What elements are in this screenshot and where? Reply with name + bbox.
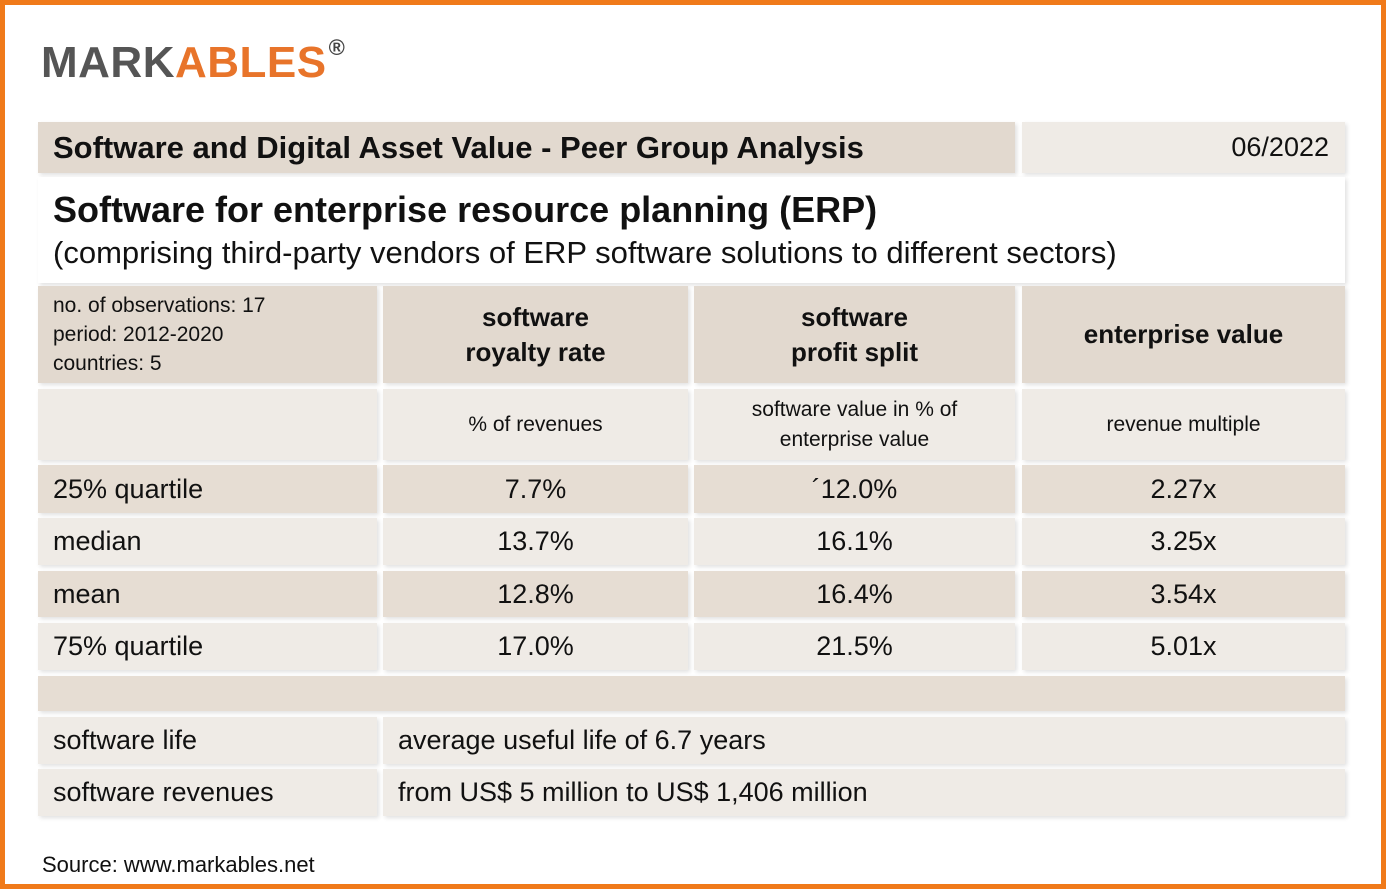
header-date: 06/2022 [1022,122,1345,173]
row-value: 3.25x [1022,518,1345,565]
units-text: revenue multiple [1106,412,1261,436]
column-header: software profit split [694,286,1015,383]
units-cell: software value in % of enterprise value [694,389,1015,460]
header-title: Software and Digital Asset Value - Peer … [38,122,1015,173]
meta-line: no. of observations: 17 [53,294,266,317]
logo: MARKABLES® [41,35,345,88]
row-label: median [38,518,377,565]
note-label: software life [38,717,377,764]
row-value: 16.1% [694,518,1015,565]
units-cell: % of revenues [383,389,688,460]
column-header-text: enterprise value [1083,319,1284,349]
meta-line: countries: 5 [53,352,162,375]
row-label: mean [38,571,377,617]
row-label: 25% quartile [38,465,377,513]
meta-line: period: 2012-2020 [53,323,224,346]
row-value: 2.27x [1022,465,1345,513]
subtitle-title: Software for enterprise resource plannin… [53,189,878,230]
row-value: 3.54x [1022,571,1345,617]
source: Source: www.markables.net [42,852,315,877]
subtitle-block: Software for enterprise resource plannin… [38,177,1345,283]
note-value: average useful life of 6.7 years [383,717,1345,764]
logo-dark: MARK [41,38,175,87]
units-text: software value in % of enterprise value [751,397,958,451]
column-header: software royalty rate [383,286,688,383]
column-header: enterprise value [1022,286,1345,383]
row-label: 75% quartile [38,623,377,670]
subtitle-description: (comprising third-party vendors of ERP s… [53,235,1117,270]
note-label: software revenues [38,769,377,816]
row-value: ´12.0% [694,465,1015,513]
units-text: % of revenues [468,412,603,436]
column-header-text: software royalty rate [465,301,606,367]
spacer-row [38,676,1345,711]
logo-orange: ABLES [174,38,327,87]
row-value: 21.5% [694,623,1015,670]
units-cell: revenue multiple [1022,389,1345,460]
row-value: 12.8% [383,571,688,617]
row-value: 5.01x [1022,623,1345,670]
row-value: 7.7% [383,465,688,513]
meta-cell: no. of observations: 17 period: 2012-202… [38,286,377,383]
row-value: 17.0% [383,623,688,670]
units-empty-cell [38,389,377,460]
row-value: 13.7% [383,518,688,565]
column-header-text: software profit split [790,301,919,367]
logo-registered: ® [328,35,346,60]
row-value: 16.4% [694,571,1015,617]
note-value: from US$ 5 million to US$ 1,406 million [383,769,1345,816]
